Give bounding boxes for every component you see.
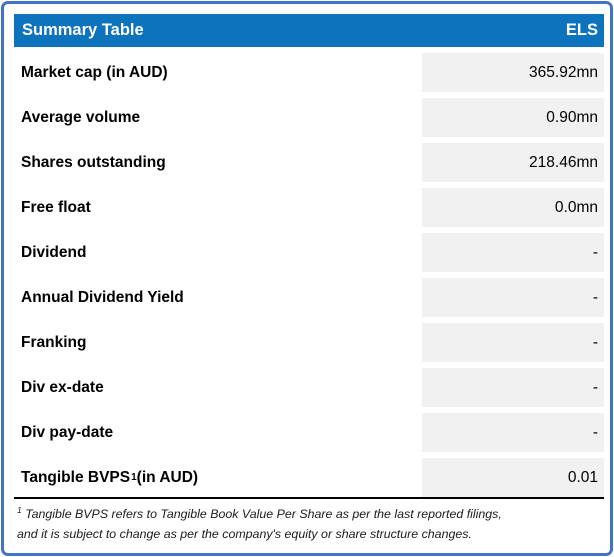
table-row: Franking - bbox=[14, 317, 604, 362]
row-label: Tangible BVPS 1 (in AUD) bbox=[21, 468, 199, 486]
row-value: - bbox=[422, 368, 604, 407]
row-label: Average volume bbox=[21, 108, 141, 126]
table-row: Div ex-date - bbox=[14, 362, 604, 407]
row-value: - bbox=[422, 323, 604, 362]
table-row: Free float 0.0mn bbox=[14, 182, 604, 227]
row-value: - bbox=[422, 413, 604, 452]
table-row: Market cap (in AUD) 365.92mn bbox=[14, 47, 604, 92]
row-value: 0.90mn bbox=[422, 98, 604, 137]
row-value: 365.92mn bbox=[422, 53, 604, 92]
row-label: Shares outstanding bbox=[21, 153, 166, 171]
table-row: Average volume 0.90mn bbox=[14, 92, 604, 137]
row-label: Market cap (in AUD) bbox=[21, 63, 168, 81]
row-label: Div ex-date bbox=[21, 378, 104, 396]
row-value: - bbox=[422, 278, 604, 317]
footnote-superscript: 1 bbox=[17, 505, 22, 515]
footnote-line-2: and it is subject to change as per the c… bbox=[17, 525, 604, 545]
row-label: Free float bbox=[21, 198, 91, 216]
table-header: Summary Table ELS bbox=[14, 14, 604, 47]
table-row: Shares outstanding 218.46mn bbox=[14, 137, 604, 182]
footnote: 1 Tangible BVPS refers to Tangible Book … bbox=[14, 499, 604, 545]
table-row: Div pay-date - bbox=[14, 407, 604, 452]
table-row: Annual Dividend Yield - bbox=[14, 272, 604, 317]
table-title: Summary Table bbox=[22, 21, 144, 39]
row-value: 218.46mn bbox=[422, 143, 604, 182]
row-label: Div pay-date bbox=[21, 423, 114, 441]
footnote-text-2: and it is subject to change as per the c… bbox=[17, 526, 472, 541]
row-label: Franking bbox=[21, 333, 87, 351]
table-body: Market cap (in AUD) 365.92mn Average volum… bbox=[14, 47, 604, 497]
row-label: Annual Dividend Yield bbox=[21, 288, 184, 306]
table-bottom-rule bbox=[14, 497, 604, 499]
table-row: Dividend - bbox=[14, 227, 604, 272]
footnote-line-1: 1 Tangible BVPS refers to Tangible Book … bbox=[17, 504, 604, 525]
table-row: Tangible BVPS 1 (in AUD) 0.01 bbox=[14, 452, 604, 497]
footnote-text-1: Tangible BVPS refers to Tangible Book Va… bbox=[25, 507, 502, 522]
row-value: 0.01 bbox=[422, 458, 604, 497]
row-label: Dividend bbox=[21, 243, 87, 261]
row-value: 0.0mn bbox=[422, 188, 604, 227]
ticker-label: ELS bbox=[565, 21, 598, 39]
row-value: - bbox=[422, 233, 604, 272]
